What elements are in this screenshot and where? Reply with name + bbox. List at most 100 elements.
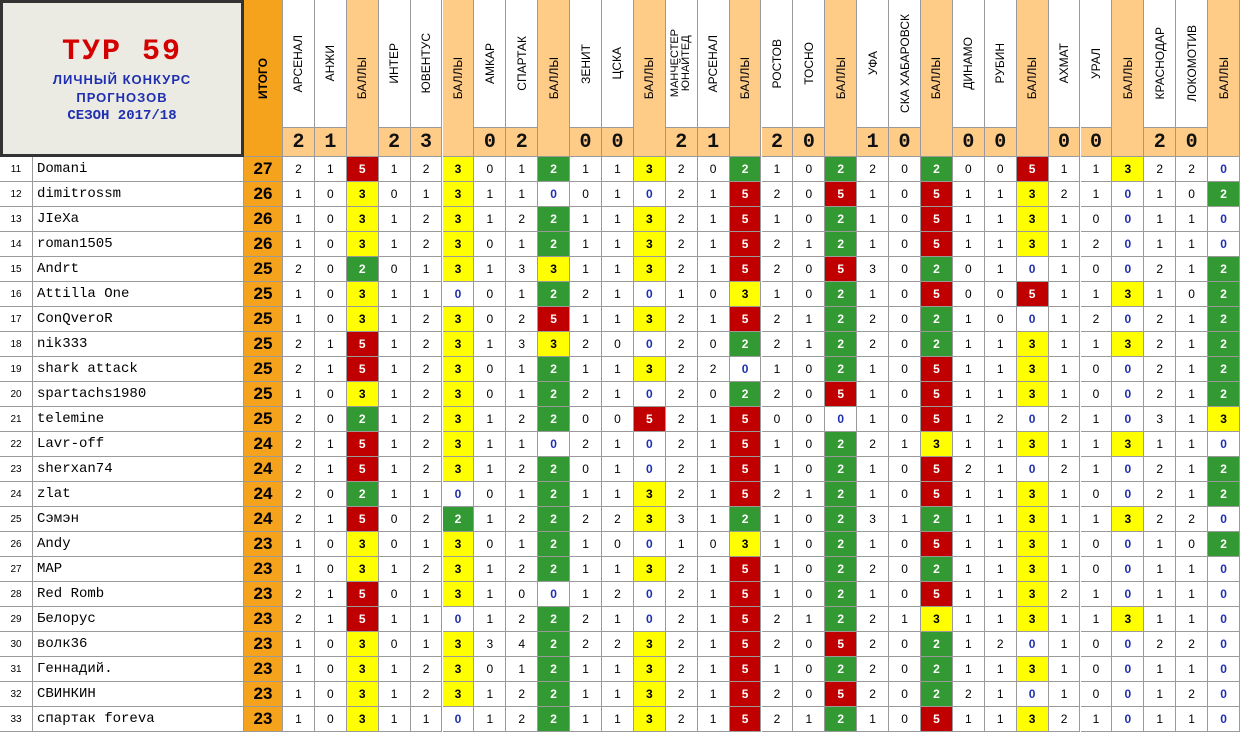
prediction-home: 1 [283, 207, 315, 232]
points-cell: 5 [729, 607, 762, 632]
row-rank: 28 [0, 582, 33, 607]
prediction-home: 1 [952, 557, 985, 582]
points-cell: 5 [346, 607, 379, 632]
prediction-home: 1 [761, 207, 794, 232]
prediction-away: 1 [697, 232, 730, 257]
prediction-away: 2 [506, 457, 539, 482]
prediction-away: 1 [602, 657, 634, 682]
points-cell: 5 [921, 232, 953, 257]
points-cell: 0 [1208, 157, 1240, 182]
prediction-home: 1 [1144, 432, 1177, 457]
prediction-away: 1 [984, 332, 1017, 357]
prediction-away: 0 [793, 582, 826, 607]
prediction-away: 1 [602, 207, 634, 232]
prediction-home: 2 [665, 582, 698, 607]
participant-name: telemine [33, 407, 244, 432]
prediction-home: 1 [570, 157, 602, 182]
prediction-away: 0 [1080, 482, 1113, 507]
prediction-away: 1 [1080, 607, 1113, 632]
points-cell: 0 [1208, 557, 1240, 582]
prediction-home: 0 [378, 532, 411, 557]
points-cell: 3 [1016, 607, 1049, 632]
points-cell: 3 [633, 482, 666, 507]
prediction-home: 1 [761, 582, 794, 607]
team-away-header-label: АНЖИ [323, 45, 338, 82]
prediction-home: 1 [283, 182, 315, 207]
prediction-away: 1 [506, 382, 539, 407]
points-cell: 5 [729, 582, 762, 607]
prediction-away: 1 [697, 482, 730, 507]
prediction-home: 1 [474, 207, 507, 232]
points-cell: 0 [1112, 407, 1145, 432]
points-header-label: БАЛЛЫ [1216, 56, 1231, 100]
prediction-away: 2 [506, 407, 539, 432]
points-cell: 5 [729, 232, 762, 257]
points-cell: 0 [1016, 632, 1049, 657]
prediction-home: 2 [665, 607, 698, 632]
points-cell: 0 [442, 707, 475, 732]
team-away-header: ЮВЕНТУС [410, 0, 443, 128]
prediction-home: 0 [474, 232, 507, 257]
prediction-home: 2 [570, 632, 602, 657]
points-cell: 2 [538, 357, 571, 382]
prediction-home: 2 [570, 282, 602, 307]
prediction-away: 1 [1176, 582, 1209, 607]
points-cell: 0 [633, 582, 666, 607]
prediction-away: 0 [793, 382, 826, 407]
points-cell: 3 [1112, 332, 1145, 357]
prediction-away: 2 [410, 332, 443, 357]
points-cell: 5 [921, 207, 953, 232]
prediction-home: 1 [1048, 207, 1081, 232]
points-cell: 5 [346, 457, 379, 482]
prediction-away: 1 [506, 657, 539, 682]
prediction-home: 2 [857, 332, 890, 357]
prediction-home: 3 [474, 632, 507, 657]
points-header-label: БАЛЛЫ [546, 56, 561, 100]
prediction-away: 1 [1176, 557, 1209, 582]
participant-name: Lavr-off [33, 432, 244, 457]
prediction-away: 2 [506, 707, 539, 732]
prediction-away: 1 [314, 507, 347, 532]
points-cell: 2 [825, 532, 858, 557]
team-home-header-label: УФА [865, 51, 880, 76]
points-header-label: БАЛЛЫ [355, 56, 370, 100]
prediction-home: 1 [952, 707, 985, 732]
points-cell: 0 [1112, 382, 1145, 407]
points-cell: 0 [1208, 682, 1240, 707]
prediction-home: 1 [1048, 257, 1081, 282]
prediction-away: 1 [984, 232, 1017, 257]
tour-title: ТУР 59 [61, 34, 183, 69]
prediction-away: 1 [889, 507, 921, 532]
prediction-away: 1 [410, 257, 443, 282]
points-cell: 3 [442, 432, 475, 457]
points-cell: 5 [346, 582, 379, 607]
prediction-away: 1 [697, 657, 730, 682]
points-cell: 2 [921, 257, 953, 282]
prediction-away: 1 [410, 182, 443, 207]
prediction-away: 1 [1080, 282, 1113, 307]
result-away-goals: 2 [506, 128, 539, 157]
participant-name: Domani [33, 157, 244, 182]
result-away-goals: 1 [697, 128, 730, 157]
total-score: 23 [244, 707, 283, 732]
points-cell: 2 [921, 632, 953, 657]
prediction-home: 2 [857, 432, 890, 457]
points-cell: 0 [1112, 307, 1145, 332]
prediction-home: 1 [283, 307, 315, 332]
team-home-header-label: КРАСНОДАР [1152, 27, 1167, 100]
prediction-home: 1 [1048, 332, 1081, 357]
prediction-home: 1 [570, 307, 602, 332]
prediction-away: 2 [506, 307, 539, 332]
points-cell: 5 [729, 657, 762, 682]
points-cell: 2 [538, 207, 571, 232]
participant-name: sherxan74 [33, 457, 244, 482]
prediction-home: 1 [761, 532, 794, 557]
points-cell: 5 [346, 507, 379, 532]
prediction-away: 0 [314, 407, 347, 432]
prediction-home: 1 [474, 182, 507, 207]
prediction-away: 0 [984, 307, 1017, 332]
points-cell: 0 [1112, 682, 1145, 707]
team-home-header: АМКАР [474, 0, 507, 128]
points-cell: 0 [1016, 682, 1049, 707]
prediction-home: 1 [761, 432, 794, 457]
